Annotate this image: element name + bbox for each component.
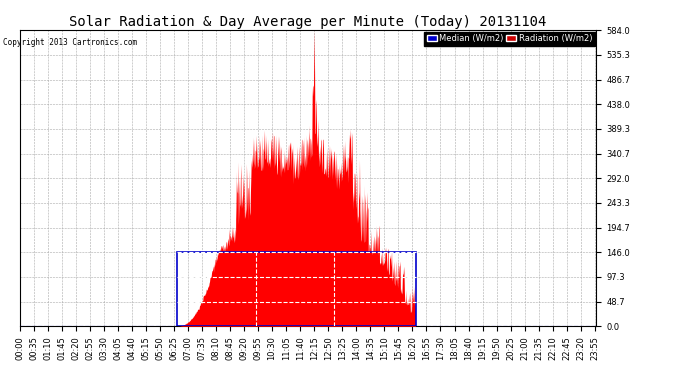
Text: Copyright 2013 Cartronics.com: Copyright 2013 Cartronics.com (3, 38, 137, 47)
Title: Solar Radiation & Day Average per Minute (Today) 20131104: Solar Radiation & Day Average per Minute… (69, 15, 546, 29)
Bar (177, 252, 415, 326)
Legend: Median (W/m2), Radiation (W/m2): Median (W/m2), Radiation (W/m2) (424, 32, 595, 46)
